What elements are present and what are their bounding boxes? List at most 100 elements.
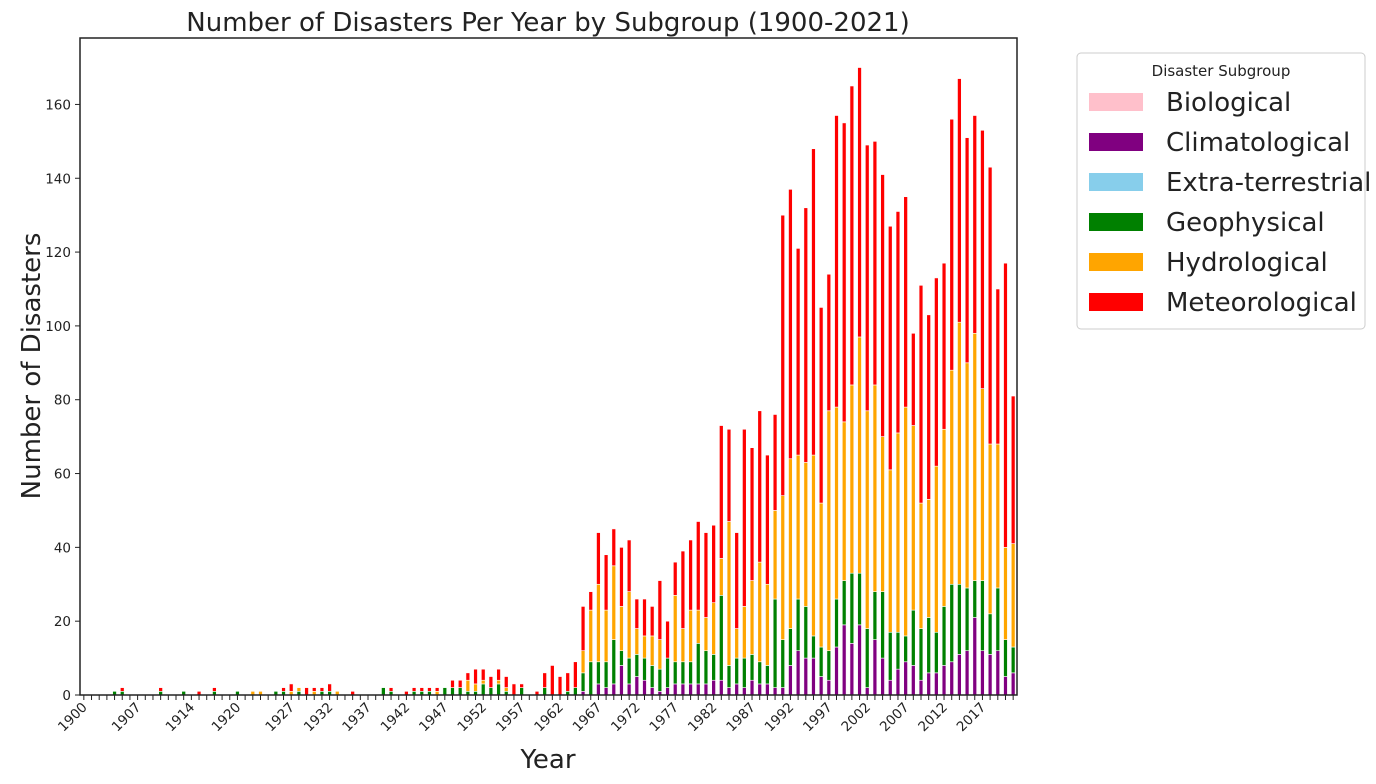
- bar-geophysical-1986: [742, 657, 747, 688]
- legend-label-extra-terrestrial: Extra-terrestrial: [1166, 168, 1371, 198]
- bar-meteorological-2005: [888, 225, 893, 471]
- bar-meteorological-2006: [895, 211, 901, 434]
- x-tick-label: 1920: [209, 700, 245, 736]
- bar-climatological-1994: [803, 657, 809, 696]
- bar-hydrological-2021: [1010, 543, 1016, 648]
- bar-meteorological-1971: [626, 539, 632, 592]
- bar-climatological-2021: [1010, 672, 1016, 696]
- bar-geophysical-1988: [757, 661, 762, 685]
- bar-climatological-1974: [649, 687, 655, 696]
- bar-hydrological-1998: [834, 406, 839, 600]
- bar-geophysical-1978: [680, 661, 686, 685]
- legend-label-geophysical: Geophysical: [1166, 208, 1325, 238]
- bar-hydrological-1980: [696, 609, 701, 644]
- bar-meteorological-2021: [1010, 395, 1016, 544]
- y-tick-label: 20: [54, 614, 71, 630]
- bar-hydrological-1999: [841, 421, 847, 581]
- bar-hydrological-1967: [596, 583, 601, 663]
- bar-hydrological-1977: [673, 595, 678, 663]
- bar-climatological-1991: [780, 687, 785, 696]
- bar-hydrological-2007: [903, 406, 908, 637]
- bar-geophysical-1990: [772, 598, 778, 688]
- bar-climatological-1996: [818, 676, 824, 696]
- bar-climatological-1986: [742, 687, 747, 696]
- bar-geophysical-2005: [888, 631, 893, 681]
- legend-swatch-meteorological: [1089, 293, 1143, 311]
- bar-geophysical-1974: [649, 665, 655, 688]
- x-tick-label: 2012: [915, 700, 951, 736]
- bar-climatological-2005: [888, 679, 893, 696]
- x-tick-label: 1962: [531, 700, 567, 736]
- x-tick-label: 1972: [608, 700, 644, 736]
- bar-climatological-1968: [603, 687, 609, 696]
- bar-hydrological-1994: [803, 462, 809, 607]
- bar-climatological-1988: [757, 683, 762, 696]
- bar-meteorological-1988: [757, 410, 762, 563]
- x-tick-label: 1997: [800, 700, 836, 736]
- bar-meteorological-1926: [281, 687, 286, 692]
- bar-climatological-1976: [665, 687, 670, 696]
- bar-climatological-2006: [895, 668, 901, 696]
- bar-geophysical-2003: [872, 591, 878, 640]
- bar-climatological-1969: [611, 683, 616, 696]
- bar-geophysical-1964: [573, 687, 578, 696]
- bar-meteorological-1917: [212, 687, 217, 692]
- bar-climatological-1970: [619, 665, 624, 696]
- bar-meteorological-1943: [411, 687, 417, 692]
- bar-meteorological-1967: [596, 532, 601, 585]
- plot-frame: [79, 37, 1018, 696]
- bar-hydrological-1982: [711, 602, 716, 655]
- bar-hydrological-1966: [588, 609, 593, 663]
- bar-climatological-2018: [987, 654, 993, 696]
- bar-hydrological-1970: [619, 606, 624, 652]
- bar-geophysical-1939: [381, 687, 386, 696]
- bar-meteorological-1963: [565, 672, 570, 692]
- bar-geophysical-1973: [642, 657, 647, 681]
- y-tick-label: 60: [54, 467, 71, 483]
- bar-climatological-2007: [903, 661, 908, 696]
- bar-meteorological-2007: [903, 196, 908, 408]
- bar-geophysical-2011: [934, 631, 939, 674]
- legend-label-biological: Biological: [1166, 88, 1291, 118]
- bar-meteorological-1978: [680, 550, 686, 629]
- bar-hydrological-2016: [972, 332, 977, 581]
- bar-geophysical-1979: [688, 661, 693, 685]
- bar-geophysical-2018: [987, 613, 993, 655]
- bar-climatological-2012: [941, 665, 947, 696]
- bar-geophysical-1948: [450, 687, 455, 696]
- bar-meteorological-1940: [388, 687, 394, 692]
- bar-meteorological-2012: [941, 262, 947, 430]
- bar-hydrological-1981: [703, 617, 709, 652]
- bar-geophysical-1968: [603, 661, 609, 688]
- bar-geophysical-1967: [596, 661, 601, 685]
- x-tick-label: 1967: [570, 700, 606, 736]
- bar-hydrological-1985: [734, 628, 739, 659]
- bar-meteorological-1995: [811, 148, 816, 456]
- bar-climatological-2008: [911, 665, 916, 696]
- bar-climatological-1980: [696, 683, 701, 696]
- y-tick-label: 80: [54, 393, 71, 409]
- bar-hydrological-2017: [980, 388, 985, 581]
- y-tick-label: 40: [54, 540, 71, 556]
- legend-swatch-geophysical: [1089, 213, 1143, 231]
- bar-hydrological-1990: [772, 510, 778, 600]
- bar-geophysical-2016: [972, 580, 977, 618]
- bar-meteorological-1946: [434, 687, 440, 692]
- bar-hydrological-1972: [634, 628, 640, 655]
- bar-geophysical-1983: [719, 595, 724, 681]
- bar-meteorological-2014: [957, 78, 962, 323]
- bar-meteorological-1910: [158, 687, 163, 692]
- bar-meteorological-2001: [857, 67, 862, 338]
- bar-meteorological-1966: [588, 591, 593, 611]
- bar-geophysical-1992: [788, 628, 793, 666]
- bar-geophysical-2007: [903, 635, 908, 663]
- bar-climatological-2011: [934, 672, 939, 696]
- bar-meteorological-1948: [450, 679, 455, 688]
- bar-meteorological-1905: [120, 687, 125, 692]
- bar-meteorological-2011: [934, 277, 939, 467]
- bar-meteorological-1977: [673, 561, 678, 596]
- bar-hydrological-1987: [749, 580, 755, 655]
- legend-swatch-biological: [1089, 93, 1143, 111]
- legend-label-climatological: Climatological: [1166, 128, 1350, 158]
- bar-climatological-1981: [703, 683, 709, 696]
